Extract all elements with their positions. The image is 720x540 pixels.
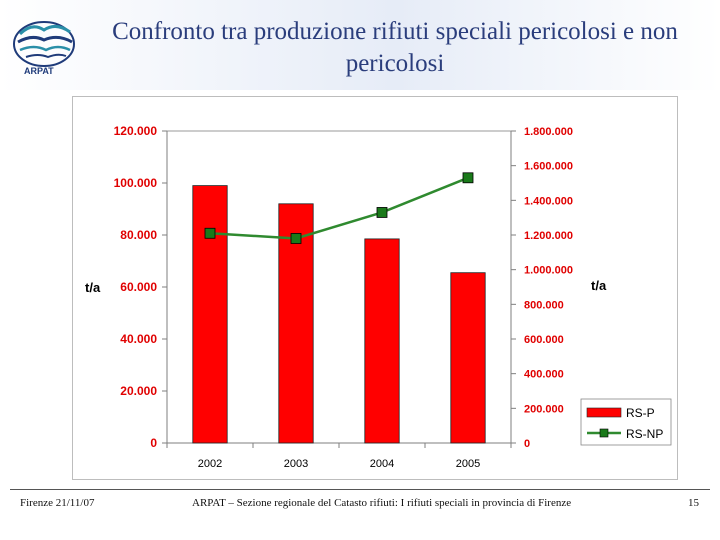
y-tick-label-right: 0 <box>524 438 530 450</box>
page-title: Confronto tra produzione rifiuti special… <box>112 18 678 77</box>
bar-rs-p-2004 <box>364 238 400 444</box>
legend-swatch-marker-rs-np <box>599 428 609 438</box>
y-tick-label-right: 200.000 <box>524 403 564 415</box>
y-tick-label-right: 1.600.000 <box>524 161 573 173</box>
point-rs-np-2004 <box>376 207 388 218</box>
y-tick-label-left: 80.000 <box>120 228 157 242</box>
y-tick-label-left: 20.000 <box>120 384 157 398</box>
combo-chart: 0 20.000 40.000 60.000 80.000 100.000 120.000 0… <box>85 124 672 470</box>
y-tick-label-right: 1.800.000 <box>524 126 573 138</box>
x-tick-label: 2004 <box>370 458 394 470</box>
y-tick-label-left: 60.000 <box>120 280 157 294</box>
footer-caption: ARPAT – Sezione regionale del Catasto ri… <box>192 497 572 509</box>
y-tick-label-right: 800.000 <box>524 299 564 311</box>
bar-rs-p-2002 <box>192 185 228 444</box>
y-axis-title-left: t/a <box>85 280 101 295</box>
page-number: 15 <box>688 497 699 509</box>
legend-swatch-rs-p <box>586 407 622 418</box>
x-tick-label: 2002 <box>198 458 222 470</box>
y-tick-label-left: 40.000 <box>120 332 157 346</box>
y-tick-label-left: 0 <box>150 436 157 450</box>
y-tick-label-right: 600.000 <box>524 334 564 346</box>
footer-divider <box>10 489 710 490</box>
legend-box <box>580 398 672 446</box>
y-axis-title-right: t/a <box>591 278 607 293</box>
point-rs-np-2002 <box>204 227 216 239</box>
bar-rs-p-2005 <box>450 272 486 444</box>
chart-frame: 0 20.000 40.000 60.000 80.000 100.000 120.000 0… <box>72 96 678 480</box>
y-tick-label-right: 400.000 <box>524 369 564 381</box>
y-tick-label-right: 1.400.000 <box>524 195 573 207</box>
y-tick-label-left: 120.000 <box>114 124 158 138</box>
legend-label-rs-np: RS-NP <box>626 427 663 441</box>
x-tick-label: 2005 <box>456 458 480 470</box>
y-tick-label-left: 100.000 <box>114 176 158 190</box>
header-band <box>0 0 720 90</box>
y-tick-label-right: 1.000.000 <box>524 265 573 277</box>
point-rs-np-2005 <box>462 172 474 184</box>
logo-text: ARPAT <box>24 66 54 76</box>
footer-date: Firenze 21/11/07 <box>20 497 95 509</box>
x-tick-label: 2003 <box>284 458 308 470</box>
point-rs-np-2003 <box>290 233 302 244</box>
y-tick-label-right: 1.200.000 <box>524 230 573 242</box>
arpat-logo <box>8 10 80 82</box>
line-rs-np <box>209 176 469 240</box>
legend-label-rs-p: RS-P <box>626 406 655 420</box>
arpat-logo-icon <box>13 21 75 67</box>
